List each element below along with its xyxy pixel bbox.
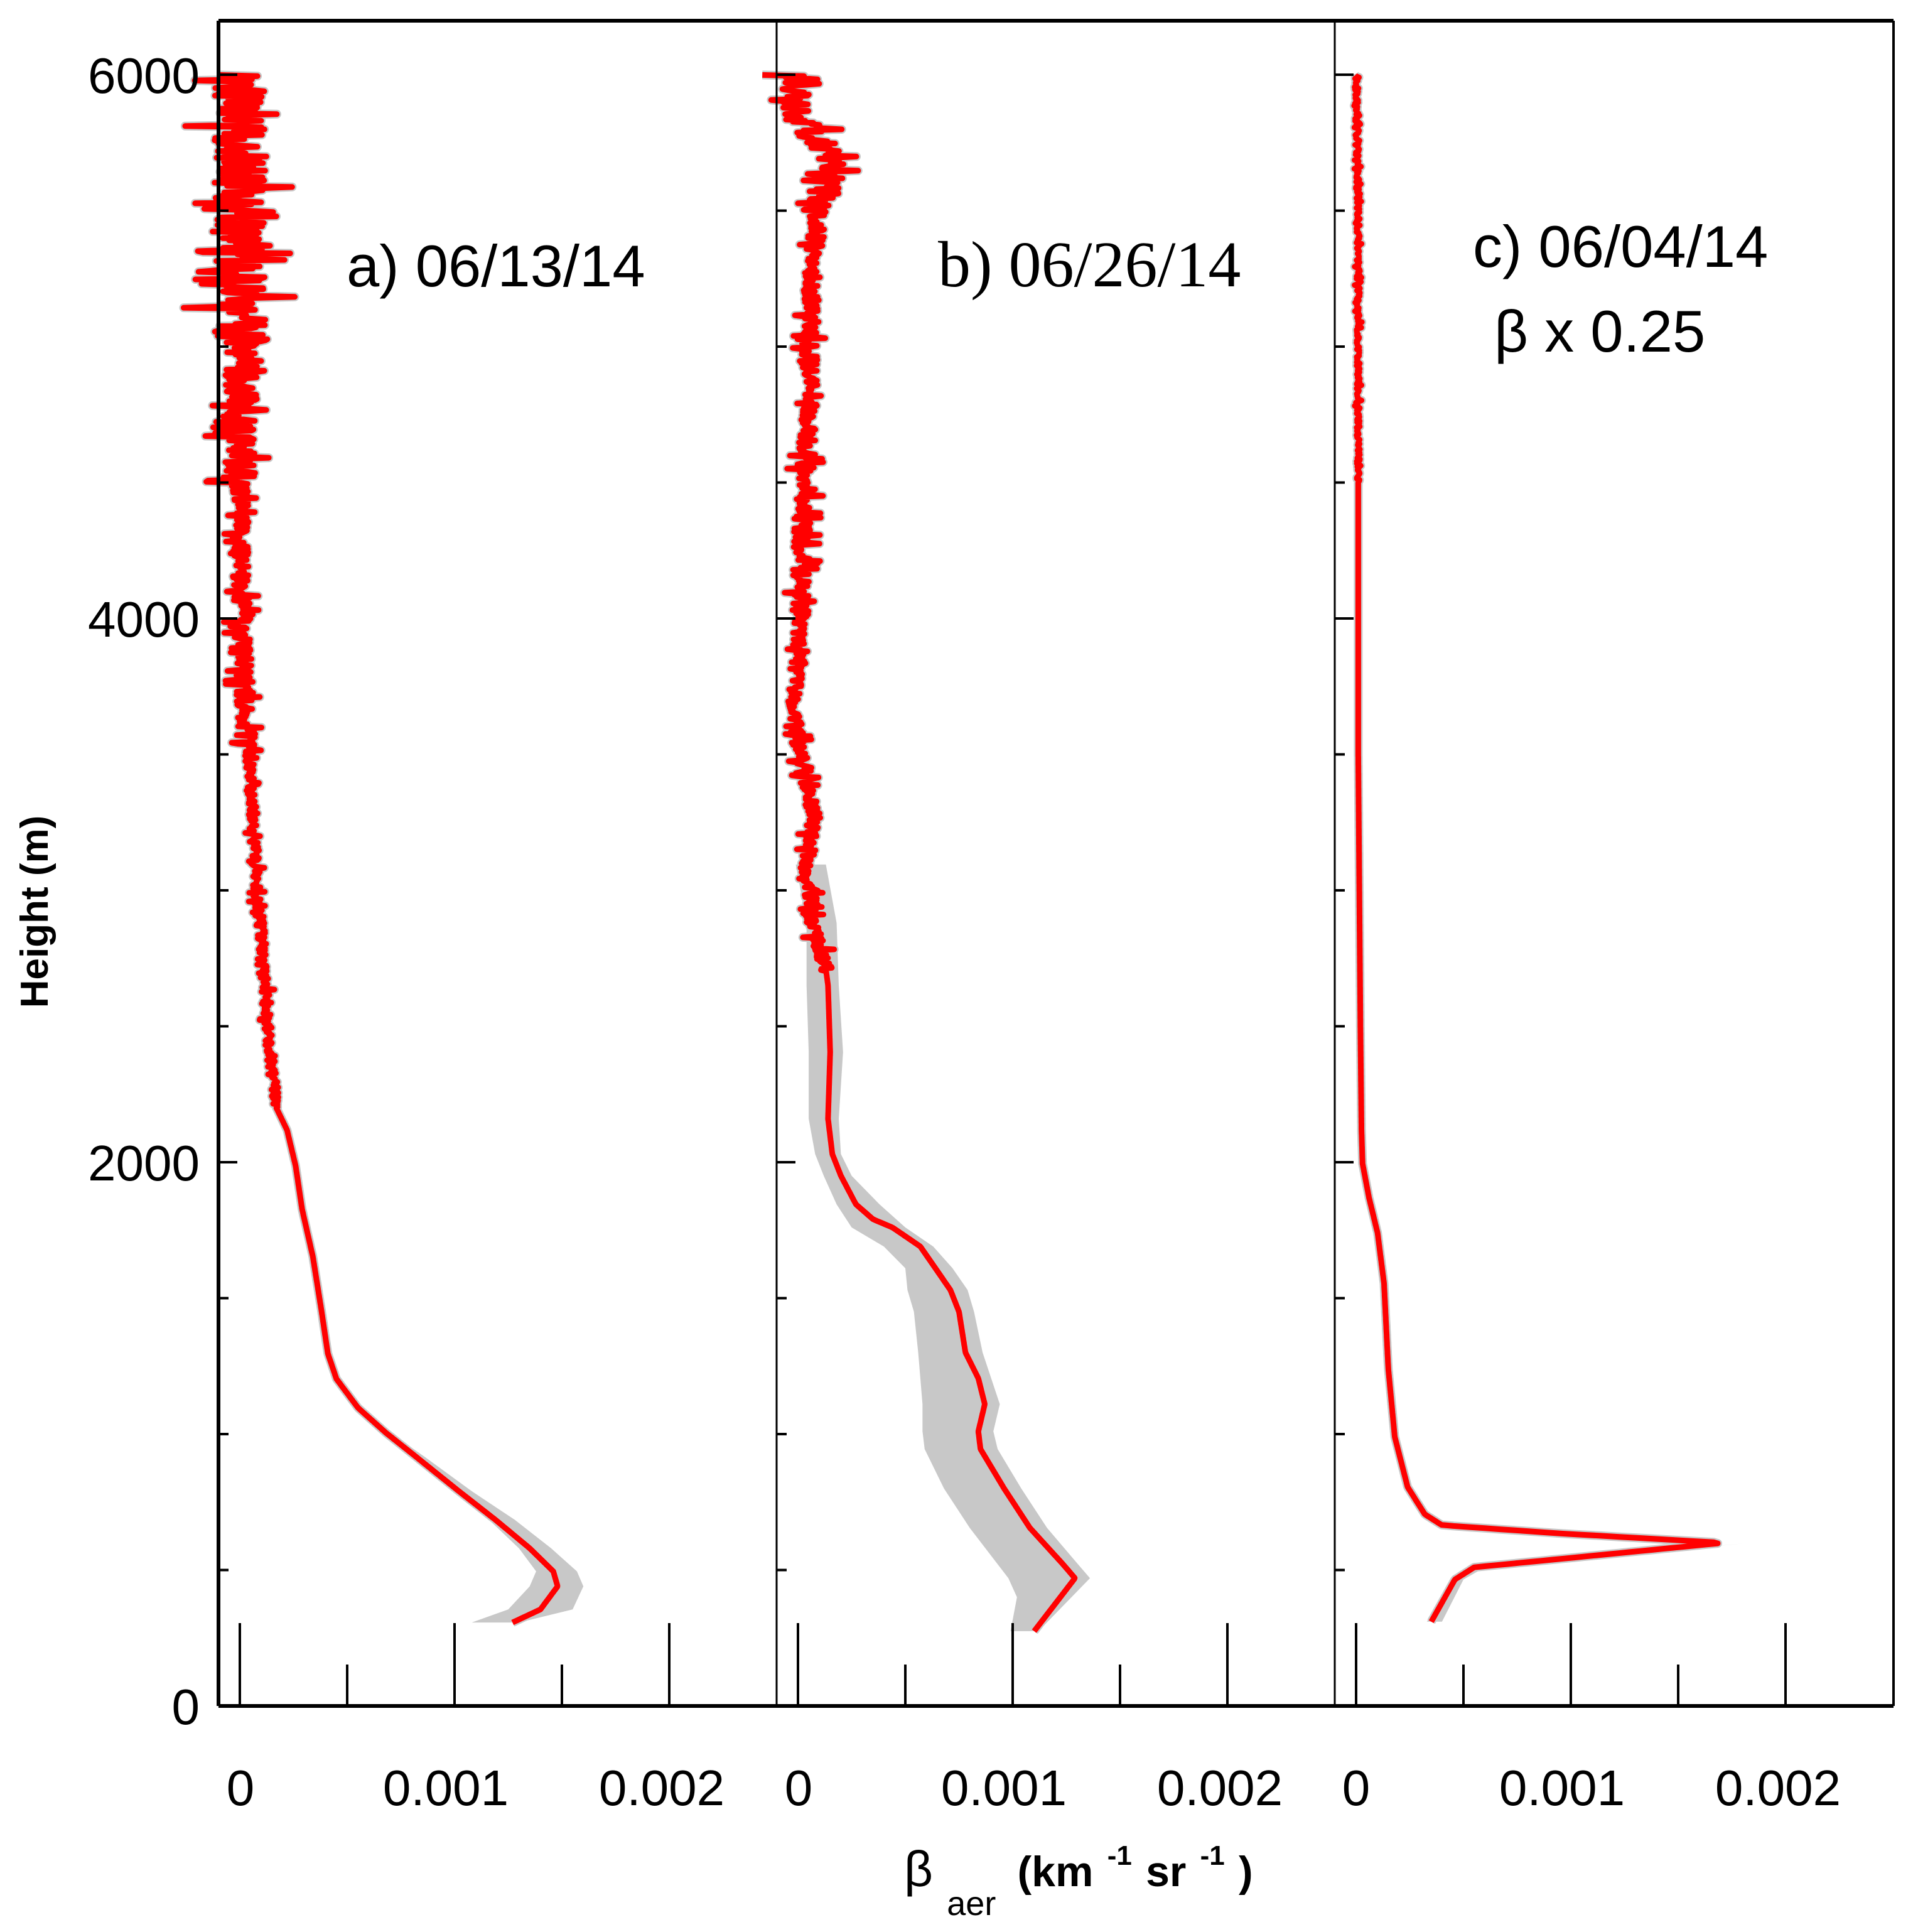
x-axis-title-units-open: (km	[1018, 1848, 1094, 1896]
y-tick-label-4000: 4000	[88, 591, 200, 647]
profile-line-c	[1351, 73, 1721, 1624]
x-axis-title: β aer (km -1 sr -1 )	[904, 1820, 1253, 1926]
x-tick-label-a-0002: 0.002	[599, 1760, 725, 1816]
x-axis-title-exp1: -1	[1107, 1840, 1132, 1871]
panel-a-label: a) 06/13/14	[347, 233, 645, 299]
x-tick-label-b-0002: 0.002	[1157, 1760, 1283, 1816]
x-tick-label-a-0001: 0.001	[383, 1760, 509, 1816]
x-tick-label-c-0001: 0.001	[1499, 1760, 1625, 1816]
profile-line-a	[181, 72, 561, 1626]
plot-frame	[217, 19, 1895, 1708]
y-axis-ticks	[218, 73, 1354, 1572]
y-axis-title: Height (m)	[13, 816, 57, 1008]
y-tick-label-0: 0	[172, 1679, 200, 1735]
x-tick-labels: 0 0.001 0.002 0 0.001 0.002 0 0.001 0.00…	[227, 1760, 1841, 1816]
profile-curves	[181, 72, 1721, 1633]
panel-b-label: b) 06/26/14	[938, 229, 1241, 301]
y-tick-label-2000: 2000	[88, 1135, 200, 1191]
x-tick-label-b-0: 0	[785, 1760, 813, 1816]
panel-c-scale-note: β x 0.25	[1494, 298, 1705, 364]
y-tick-label-6000: 6000	[88, 48, 200, 104]
x-tick-label-a-0: 0	[227, 1760, 255, 1816]
x-tick-label-c-0002: 0.002	[1715, 1760, 1841, 1816]
x-axis-title-units-mid: sr	[1146, 1848, 1186, 1896]
y-tick-labels: 0 2000 4000 6000	[88, 48, 200, 1735]
x-axis-title-symbol: β	[904, 1841, 933, 1897]
x-tick-label-c-0: 0	[1342, 1760, 1371, 1816]
x-axis-title-units-close: )	[1239, 1848, 1253, 1896]
panel-c-label: c) 06/04/14	[1473, 213, 1768, 279]
x-axis-title-subscript: aer	[947, 1885, 996, 1923]
svg-text:β aer (km -1: β aer (km -1 sr -1 )	[904, 1820, 1253, 1926]
x-axis-title-exp2: -1	[1200, 1840, 1225, 1871]
x-axis-ticks	[239, 1623, 1787, 1706]
profile-line-b	[762, 72, 1078, 1633]
x-tick-label-b-0001: 0.001	[941, 1760, 1067, 1816]
